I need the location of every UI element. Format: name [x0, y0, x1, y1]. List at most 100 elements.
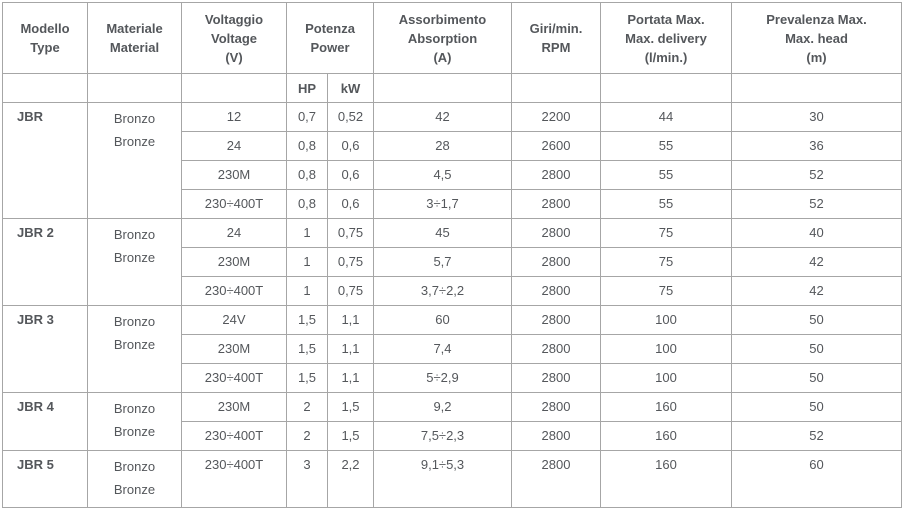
cell-voltage: 230÷400T	[181, 363, 287, 393]
cell-voltage: 24V	[181, 305, 287, 335]
header-absorption: Assorbimento Absorption (A)	[373, 2, 512, 74]
cell-delivery: 44	[600, 102, 732, 132]
header-kw: kW	[327, 73, 374, 103]
cell-rpm: 2800	[511, 421, 601, 451]
cell-delivery: 160	[600, 450, 732, 508]
cell-rpm: 2800	[511, 247, 601, 277]
table-body: JBR Bronzo Bronze 12 0,7 0,52 42 2200 44 30 24 0,8…	[2, 102, 902, 508]
cell-model: JBR 3	[2, 305, 88, 393]
table-row: 230÷400T 0,8 0,6 3÷1,7 2800 55 52	[3, 189, 902, 219]
cell-delivery: 100	[600, 363, 732, 393]
cell-absorption: 9,2	[373, 392, 512, 422]
cell-rpm: 2800	[511, 218, 601, 248]
cell-head: 42	[731, 247, 902, 277]
cell-material: Bronzo Bronze	[87, 392, 182, 451]
table-row: 230÷400T 1 0,75 3,7÷2,2 2800 75 42	[3, 276, 902, 306]
cell-model: JBR 4	[2, 392, 88, 451]
cell-voltage: 230M	[181, 392, 287, 422]
table-row: JBR 2 Bronzo Bronze 24 1 0,75 45 2800 75 40	[2, 218, 902, 306]
cell-hp: 1	[286, 276, 328, 306]
cell-hp: 2	[286, 392, 328, 422]
cell-absorption: 7,4	[373, 334, 512, 364]
cell-head: 60	[731, 450, 902, 508]
cell-head: 30	[731, 102, 902, 132]
cell-kw: 0,6	[327, 189, 374, 219]
cell-hp: 1,5	[286, 305, 328, 335]
cell-kw: 0,52	[327, 102, 374, 132]
cell-kw: 1,1	[327, 305, 374, 335]
table-row: 24 0,8 0,6 28 2600 55 36	[3, 131, 902, 161]
cell-voltage: 230÷400T	[181, 189, 287, 219]
cell-rpm: 2800	[511, 189, 601, 219]
cell-kw: 0,75	[327, 247, 374, 277]
cell-absorption: 45	[373, 218, 512, 248]
cell-kw: 0,6	[327, 131, 374, 161]
cell-head: 50	[731, 334, 902, 364]
cell-delivery: 160	[600, 392, 732, 422]
table-row: 230÷400T 1,5 1,1 5÷2,9 2800 100 50	[3, 363, 902, 393]
cell-delivery: 55	[600, 131, 732, 161]
cell-kw: 0,75	[327, 276, 374, 306]
cell-head: 52	[731, 421, 902, 451]
header-empty-voltage	[181, 73, 287, 103]
header-head: Prevalenza Max. Max. head (m)	[731, 2, 902, 74]
cell-rpm: 2800	[511, 363, 601, 393]
cell-hp: 0,7	[286, 102, 328, 132]
cell-hp: 3	[286, 450, 328, 508]
cell-absorption: 7,5÷2,3	[373, 421, 512, 451]
table-row: JBR 4 Bronzo Bronze 230M 2 1,5 9,2 2800 160 50	[2, 392, 902, 451]
header-row-main: Modello Type Materiale Material Voltaggi…	[2, 2, 902, 74]
cell-kw: 2,2	[327, 450, 374, 508]
cell-delivery: 55	[600, 160, 732, 190]
cell-absorption: 60	[373, 305, 512, 335]
table-row: 230M 0,8 0,6 4,5 2800 55 52	[3, 160, 902, 190]
cell-material: Bronzo Bronze	[87, 450, 182, 508]
cell-absorption: 42	[373, 102, 512, 132]
cell-delivery: 55	[600, 189, 732, 219]
cell-rpm: 2200	[511, 102, 601, 132]
header-delivery: Portata Max. Max. delivery (l/min.)	[600, 2, 732, 74]
header-empty-rpm	[511, 73, 601, 103]
cell-rpm: 2800	[511, 392, 601, 422]
table-header: Modello Type Materiale Material Voltaggi…	[2, 2, 902, 103]
cell-head: 50	[731, 305, 902, 335]
cell-absorption: 3,7÷2,2	[373, 276, 512, 306]
header-row-sub: HP kW	[2, 73, 902, 103]
cell-absorption: 9,1÷5,3	[373, 450, 512, 508]
header-voltage: Voltaggio Voltage (V)	[181, 2, 287, 74]
cell-model: JBR 5	[2, 450, 88, 508]
header-hp: HP	[286, 73, 328, 103]
cell-model: JBR 2	[2, 218, 88, 306]
cell-absorption: 3÷1,7	[373, 189, 512, 219]
cell-material: Bronzo Bronze	[87, 305, 182, 393]
cell-absorption: 4,5	[373, 160, 512, 190]
cell-head: 50	[731, 392, 902, 422]
cell-voltage: 230M	[181, 160, 287, 190]
cell-head: 52	[731, 160, 902, 190]
header-empty-head	[731, 73, 902, 103]
header-empty-absorption	[373, 73, 512, 103]
cell-voltage: 230÷400T	[181, 450, 287, 508]
cell-absorption: 28	[373, 131, 512, 161]
cell-head: 40	[731, 218, 902, 248]
cell-delivery: 75	[600, 218, 732, 248]
cell-hp: 1,5	[286, 363, 328, 393]
cell-kw: 0,6	[327, 160, 374, 190]
cell-kw: 1,5	[327, 392, 374, 422]
table-row: 230M 1 0,75 5,7 2800 75 42	[3, 247, 902, 277]
cell-voltage: 12	[181, 102, 287, 132]
cell-rpm: 2800	[511, 160, 601, 190]
header-power: Potenza Power	[286, 2, 374, 74]
table-row: JBR 3 Bronzo Bronze 24V 1,5 1,1 60 2800 100 50	[2, 305, 902, 393]
header-model: Modello Type	[2, 2, 88, 74]
table-row: 230M 1,5 1,1 7,4 2800 100 50	[3, 334, 902, 364]
cell-head: 50	[731, 363, 902, 393]
cell-voltage: 230M	[181, 247, 287, 277]
cell-rpm: 2800	[511, 305, 601, 335]
cell-kw: 1,5	[327, 421, 374, 451]
header-rpm: Giri/min. RPM	[511, 2, 601, 74]
cell-head: 42	[731, 276, 902, 306]
cell-kw: 0,75	[327, 218, 374, 248]
cell-material: Bronzo Bronze	[87, 102, 182, 219]
